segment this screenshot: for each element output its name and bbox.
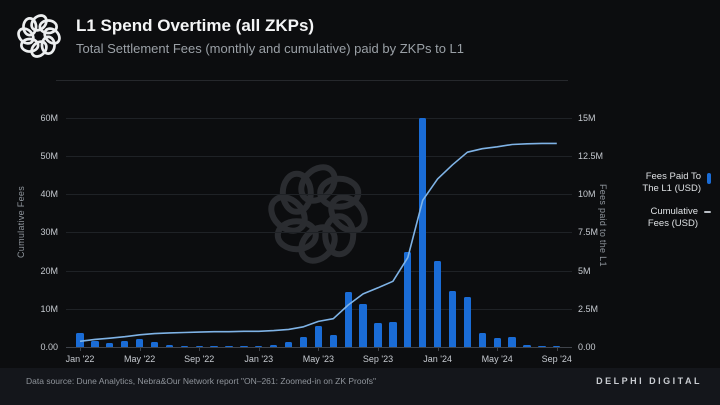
fees-bar: [374, 322, 382, 347]
x-tick: [199, 347, 201, 351]
gridline: [66, 308, 572, 310]
fees-bar: [270, 344, 278, 347]
nebra-logo-icon: [17, 14, 61, 58]
header-text: L1 Spend Overtime (all ZKPs) Total Settl…: [76, 13, 464, 56]
fees-bar: [106, 343, 114, 347]
x-tick: [437, 347, 439, 351]
legend-label: Cumulative Fees (USD): [647, 205, 698, 230]
gridline: [66, 194, 572, 196]
y-axis-label-left: 60M: [40, 112, 58, 123]
y-axis-label-left: 30M: [40, 227, 58, 238]
gridline: [66, 117, 572, 119]
fees-bar: [284, 342, 293, 347]
right-axis-title: Fees paid to the L1: [598, 184, 608, 267]
gridline: [66, 270, 572, 272]
fees-bar: [91, 340, 99, 347]
x-tick: [378, 347, 379, 351]
y-axis-label-right: 10M: [578, 189, 596, 200]
x-axis-label: Jan '24: [423, 354, 452, 364]
fees-bar: [359, 303, 367, 347]
fees-bar: [463, 296, 472, 347]
y-axis-label-right: 15M: [578, 112, 596, 123]
header: L1 Spend Overtime (all ZKPs) Total Settl…: [16, 13, 464, 59]
fees-bar: [389, 321, 397, 347]
y-axis-label-left: 20M: [40, 265, 58, 276]
fees-bar: [180, 345, 188, 347]
data-source-note: Data source: Dune Analytics, Nebra&Our N…: [26, 376, 376, 386]
fees-bar: [419, 117, 427, 347]
fees-bar: [433, 261, 442, 347]
fees-bar: [314, 325, 323, 347]
x-tick: [556, 347, 558, 351]
x-axis-label: Jan '22: [65, 354, 95, 364]
legend-bar-marker-icon: [707, 173, 711, 184]
fees-bar: [225, 346, 233, 347]
legend-label: Fees Paid To The L1 (USD): [642, 171, 701, 195]
x-axis-label: Sep '23: [362, 354, 394, 364]
fees-bar: [493, 338, 501, 347]
legend-item-cumulative: Cumulative Fees (USD): [642, 206, 711, 231]
fees-bar: [165, 344, 174, 347]
fees-bar: [329, 335, 337, 347]
fees-bar: [255, 346, 263, 347]
x-axis-label: Jan '23: [244, 354, 274, 364]
y-axis-label-left: 10M: [40, 303, 58, 314]
fees-bar: [538, 345, 546, 347]
fees-bar: [210, 346, 218, 347]
fees-bar: [523, 345, 531, 347]
page-title: L1 Spend Overtime (all ZKPs): [76, 16, 315, 35]
x-axis-label: Sep '22: [184, 354, 215, 364]
x-tick: [497, 347, 499, 351]
legend-item-fees: Fees Paid To The L1 (USD): [642, 171, 711, 196]
x-tick: [139, 347, 141, 351]
y-axis-label-left: 50M: [40, 151, 58, 161]
fees-bar: [76, 332, 84, 347]
fees-bar: [195, 346, 203, 347]
fees-bar: [299, 337, 308, 347]
fees-bar: [121, 341, 129, 347]
legend-dash-marker-icon: [704, 210, 711, 213]
header-divider: [56, 80, 568, 81]
x-tick: [318, 347, 320, 351]
delphi-digital-wordmark: DELPHI DIGITAL: [596, 376, 702, 386]
y-axis-label-left: 40M: [40, 189, 58, 200]
x-tick: [80, 347, 81, 351]
x-axis-label: Sep '24: [541, 354, 572, 364]
footer: Data source: Dune Analytics, Nebra&Our N…: [0, 368, 720, 405]
y-axis-label-right: 5M: [578, 265, 591, 276]
fees-bar: [478, 333, 486, 347]
watermark-logo-icon: [268, 164, 368, 264]
y-axis-label-right: 0.00: [578, 342, 596, 352]
y-axis-label-right: 7.5M: [578, 227, 599, 238]
x-axis-label: May '24: [481, 354, 513, 364]
y-axis-label-left: 0.00: [40, 342, 58, 352]
chart-legend: Fees Paid To The L1 (USD) Cumulative Fee…: [642, 171, 711, 240]
x-axis-label: May '23: [302, 354, 334, 364]
y-axis-label-right: 2.5M: [578, 303, 599, 314]
gridline: [66, 232, 572, 234]
fees-bar: [448, 290, 457, 347]
fees-bar: [135, 339, 144, 347]
gridline: [66, 156, 572, 157]
page-subtitle: Total Settlement Fees (monthly and cumul…: [76, 41, 465, 56]
x-axis-label: May '22: [123, 354, 156, 364]
fees-bar: [508, 337, 516, 347]
y-axis-label-right: 12.5M: [578, 151, 604, 161]
fees-bar: [553, 346, 561, 347]
fees-bar: [240, 346, 248, 347]
fees-bar: [150, 342, 159, 347]
fees-bar: [404, 252, 412, 347]
x-tick: [258, 347, 260, 351]
fees-bar: [344, 292, 352, 347]
